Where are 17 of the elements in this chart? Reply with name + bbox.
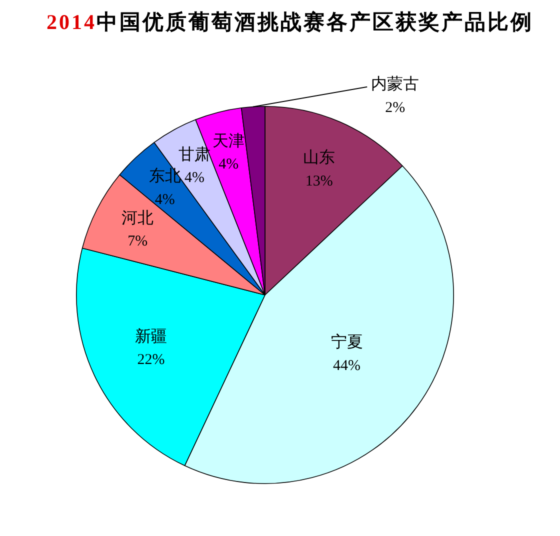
data-label: 4%	[184, 170, 204, 186]
data-label: 13%	[305, 173, 333, 190]
slice-label: 东北	[148, 167, 181, 186]
chart-title: 2014中国优质葡萄酒挑战赛各产区获奖产品比例	[46, 10, 534, 34]
data-label: 2%	[385, 100, 406, 116]
slice-label: 天津	[212, 132, 245, 150]
data-label: 7%	[128, 234, 148, 250]
data-label: 4%	[154, 192, 175, 208]
slice-label: 新疆	[135, 327, 168, 346]
slice-label: 宁夏	[330, 333, 363, 352]
data-label: 4%	[218, 156, 239, 173]
slice-label: 内蒙古	[371, 75, 420, 94]
slice-label: 河北	[122, 208, 154, 227]
slice-label: 甘肃	[178, 145, 210, 164]
data-label: 22%	[137, 352, 165, 368]
data-label: 44%	[333, 358, 361, 374]
slice-label: 山东	[303, 148, 336, 167]
